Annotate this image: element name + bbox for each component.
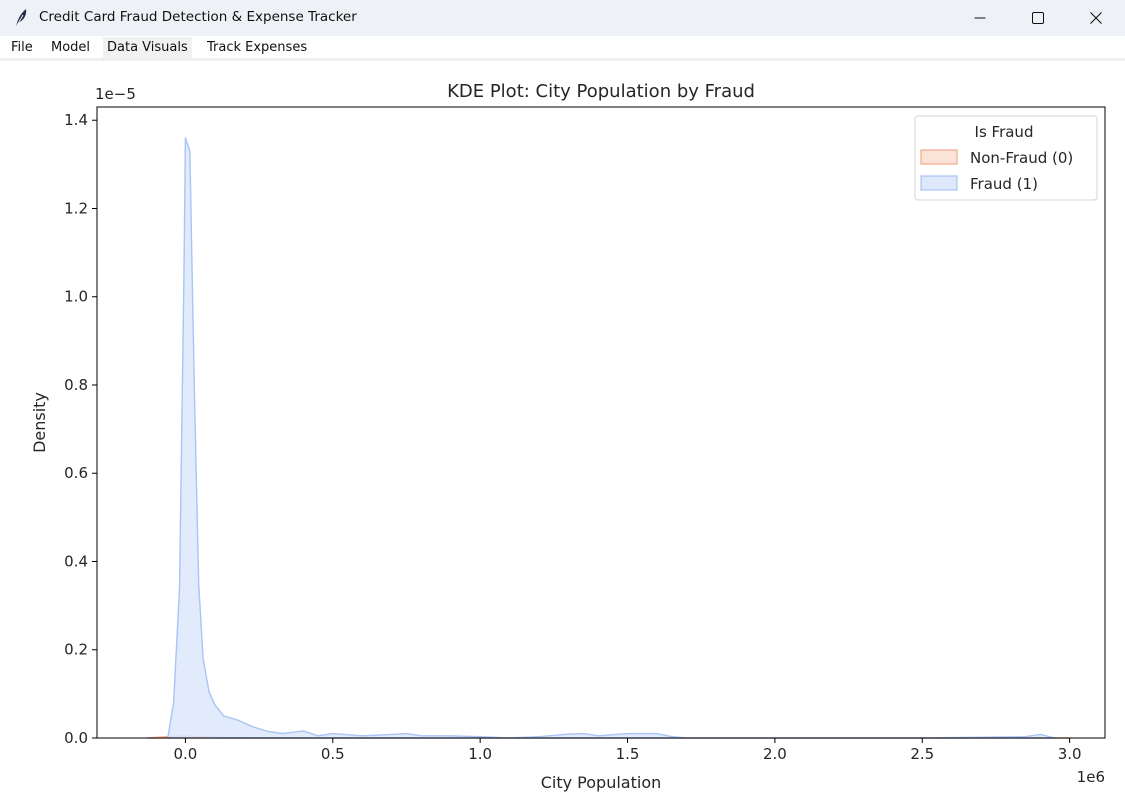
chart-canvas: 0.0 0.5 1.0 1.5 2.0 2.5 3.0 0.0 0.2 0.4 0.6 0.8 1.0 1… [0,62,1125,812]
x-tick-label: 1.0 [468,745,492,763]
kde-area-series-1 [167,137,1056,739]
close-icon [1090,12,1102,24]
y-axis-label: Density [30,392,49,453]
x-offset-label: 1e6 [1077,768,1105,786]
title-bar: Credit Card Fraud Detection & Expense Tr… [0,0,1125,36]
legend-entry-1: Fraud (1) [970,175,1038,193]
menu-bar: File Model Data Visuals Track Expenses [0,37,1125,61]
chart-title: KDE Plot: City Population by Fraud [447,81,755,102]
y-tick-label: 1.4 [64,111,88,129]
minimize-button[interactable] [951,0,1009,36]
y-tick-label: 1.0 [64,288,88,306]
y-tick-label: 0.8 [64,376,88,394]
y-tick-label: 0.0 [64,729,88,747]
x-tick-label: 3.0 [1058,745,1082,763]
y-offset-label: 1e−5 [95,85,136,103]
x-tick-label: 0.0 [173,745,197,763]
plot-frame [96,106,1106,739]
y-tick-label: 1.2 [64,199,88,217]
legend-title: Is Fraud [975,123,1034,141]
menu-model[interactable]: Model [51,40,91,55]
kde-chart: 0.0 0.5 1.0 1.5 2.0 2.5 3.0 0.0 0.2 0.4 0.6 0.8 1.0 1… [30,81,1106,792]
x-axis-label: City Population [541,773,662,792]
y-tick-label: 0.6 [64,464,88,482]
feather-icon [12,8,30,28]
minimize-icon [974,17,986,19]
menu-file[interactable]: File [11,40,33,55]
x-tick-label: 2.5 [910,745,934,763]
y-tick-label: 0.4 [64,552,88,570]
menu-track-expenses[interactable]: Track Expenses [207,40,308,55]
close-button[interactable] [1067,0,1125,36]
legend-swatch-0 [920,149,958,165]
y-tick-label: 0.2 [64,641,88,659]
maximize-button[interactable] [1009,0,1067,36]
x-tick-label: 0.5 [321,745,345,763]
legend-swatch-1 [920,175,958,191]
x-tick-label: 1.5 [616,745,640,763]
menu-data-visuals[interactable]: Data Visuals [103,37,192,58]
window-title: Credit Card Fraud Detection & Expense Tr… [39,9,357,25]
legend-box [914,115,1098,201]
legend-entry-0: Non-Fraud (0) [970,149,1073,167]
maximize-icon [1032,12,1044,24]
x-tick-label: 2.0 [763,745,787,763]
